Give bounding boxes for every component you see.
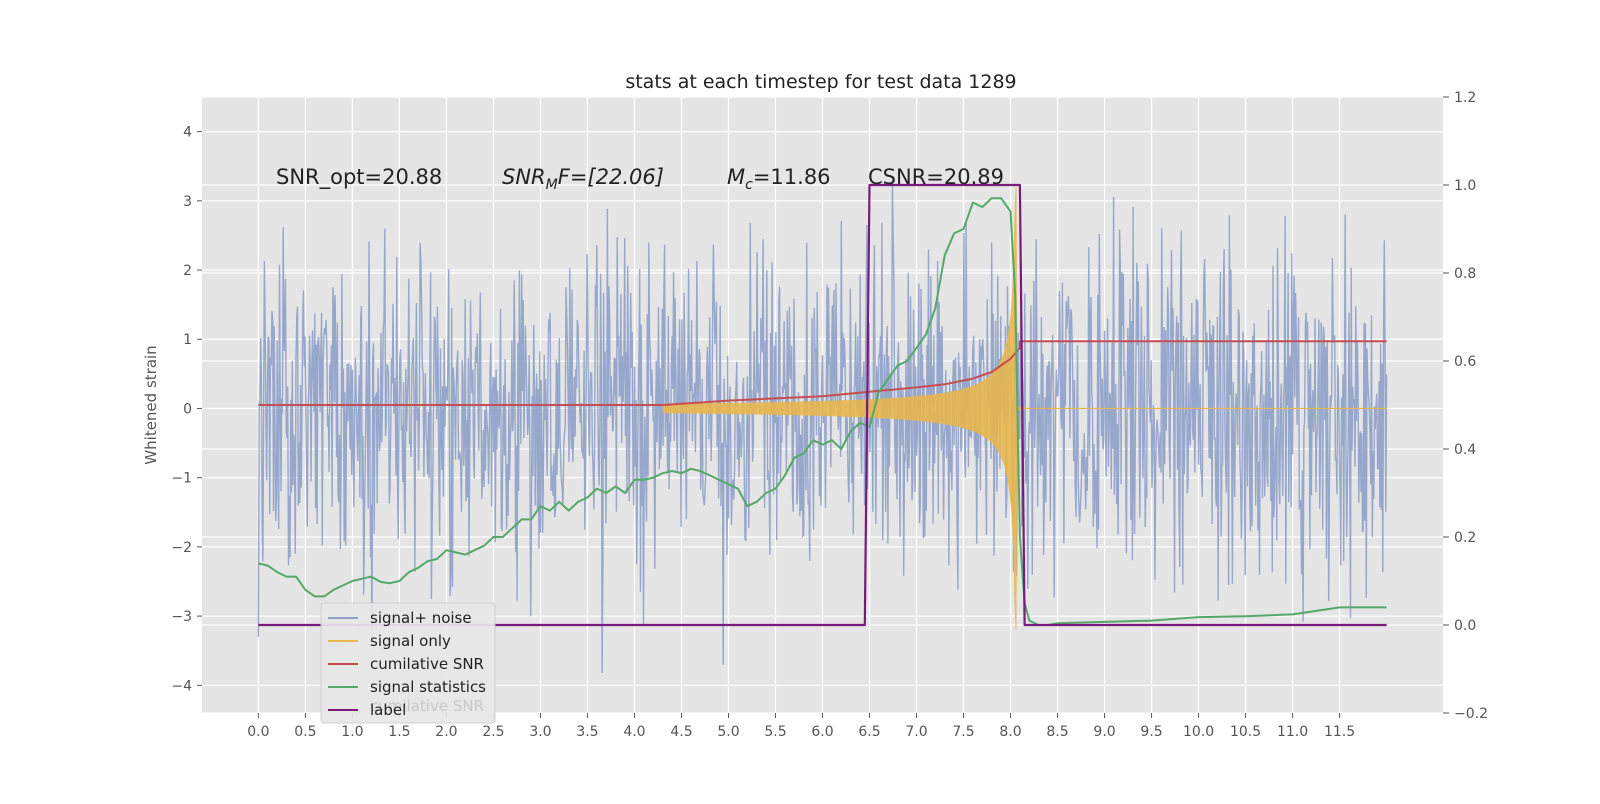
y2-tick-label: 0.8 (1454, 266, 1476, 282)
x-tick-label: 4.5 (670, 724, 692, 740)
legend-entry: signal only (370, 632, 451, 650)
x-tick-label: 7.0 (905, 724, 927, 740)
x-tick-label: 8.5 (1046, 724, 1068, 740)
y2-tick-label: 1.0 (1454, 178, 1476, 194)
y-tick-label: 2 (183, 263, 192, 279)
legend-entry: cumilative SNR (370, 655, 484, 673)
x-tick-label: 6.5 (858, 724, 880, 740)
legend: cumilative SNR signal+ noise signal only c… (320, 602, 496, 724)
y-tick-label: −1 (171, 471, 192, 487)
x-tick-label: 10.0 (1183, 724, 1214, 740)
legend-box (320, 602, 496, 724)
x-tick-label: 7.5 (952, 724, 974, 740)
y2-tick-label: 0.0 (1454, 618, 1476, 634)
y-axis-label: Whitened strain (142, 345, 160, 464)
x-tick-label: 11.5 (1324, 724, 1355, 740)
legend-entry: label (370, 701, 406, 719)
legend-ghost-text: cumilative SNR (370, 697, 484, 715)
y-tick-label: −4 (171, 678, 192, 694)
annotation-snr-mf: SNRMF=[22.06] (502, 165, 664, 193)
x-tick-label: 5.0 (717, 724, 739, 740)
x-tick-label: 1.0 (341, 724, 363, 740)
signal-noise-trace (257, 180, 1388, 674)
x-tick-label: 1.5 (388, 724, 410, 740)
x-tick-label: 2.0 (435, 724, 457, 740)
label-line (258, 183, 1387, 627)
x-tick-label: 3.0 (529, 724, 551, 740)
x-tick-label: 3.5 (576, 724, 598, 740)
x-tick-label: 9.0 (1093, 724, 1115, 740)
y-tick-label: −2 (171, 540, 192, 556)
y-tick-label: −3 (171, 609, 192, 625)
x-tick-label: 10.5 (1230, 724, 1261, 740)
x-tick-label: 6.0 (811, 724, 833, 740)
x-tick-label: 0.0 (247, 724, 269, 740)
annotation-mc: Mc=11.86 (727, 165, 831, 193)
y-tick-label: 1 (183, 332, 192, 348)
traces (257, 180, 1388, 674)
signal-statistics-line (258, 197, 1387, 626)
y2-tick-label: 1.2 (1454, 90, 1476, 106)
annotations: SNR_opt=20.88 SNRMF=[22.06] Mc=11.86 CSN… (276, 165, 1004, 193)
x-tick-label: 2.5 (482, 724, 504, 740)
x-tick-label: 11.0 (1277, 724, 1308, 740)
y2-tick-label: 0.2 (1454, 530, 1476, 546)
x-tick-label: 5.5 (764, 724, 786, 740)
x-tick-label: 8.0 (999, 724, 1021, 740)
annotation-csnr: CSNR=20.89 (868, 165, 1004, 189)
x-tick-label: 4.0 (623, 724, 645, 740)
cumulative-snr-line (258, 340, 1387, 406)
y2-tick-label: 0.6 (1454, 354, 1476, 370)
y-tick-label: 0 (183, 401, 192, 417)
signal-only-trace (662, 187, 1025, 630)
annotation-snr-opt: SNR_opt=20.88 (276, 165, 442, 190)
y2-tick-label: −0.2 (1454, 706, 1488, 722)
legend-entry: signal+ noise (370, 609, 472, 627)
y2-tick-label: 0.4 (1454, 442, 1476, 458)
y-tick-label: 3 (183, 194, 192, 210)
y-tick-label: 4 (183, 125, 192, 141)
chart-title: stats at each timestep for test data 128… (625, 71, 1016, 93)
x-tick-label: 0.5 (294, 724, 316, 740)
legend-entry: signal statistics (370, 678, 486, 696)
axes: stats at each timestep for test data 128… (142, 71, 1488, 740)
x-tick-label: 9.5 (1140, 724, 1162, 740)
